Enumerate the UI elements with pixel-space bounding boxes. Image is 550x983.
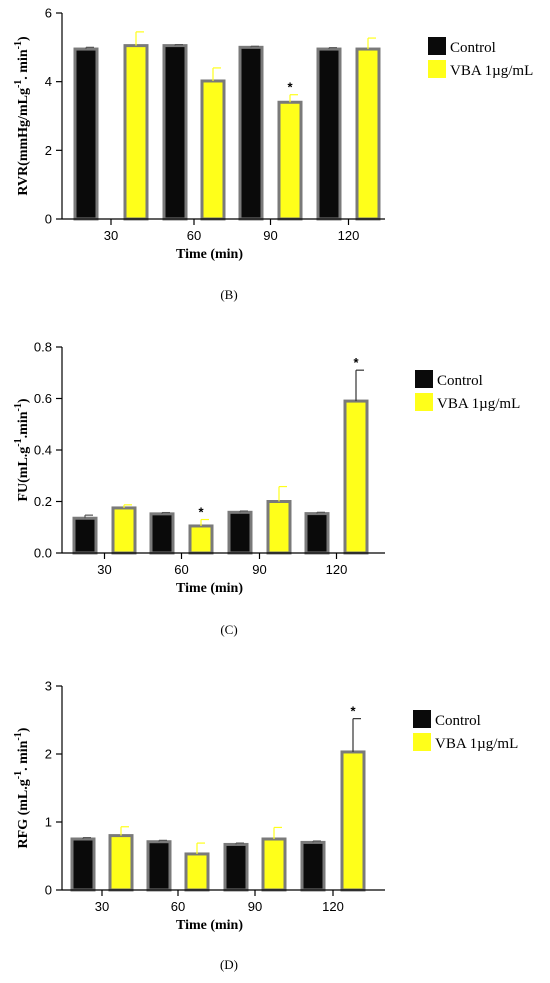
bar-vba-120 [340, 750, 366, 892]
y-axis-title-part: ) [16, 398, 31, 403]
bar-control-30 [72, 516, 98, 555]
legend-swatch-control [415, 370, 433, 388]
y-tick-label: 0.4 [34, 443, 52, 458]
y-axis-title-part: ) [16, 727, 31, 732]
y-axis-title-part: . min [16, 740, 31, 771]
x-tick-label: 30 [104, 228, 118, 243]
x-tick-label: 90 [252, 562, 266, 577]
x-tick-label: 30 [95, 899, 109, 914]
x-tick-label: 120 [326, 562, 348, 577]
significance-marker-90: * [287, 80, 293, 95]
x-tick-label: 90 [248, 899, 262, 914]
x-axis-title: Time (min) [176, 581, 243, 596]
chart-panel-2: * * 0.0 0.2 0.4 0.6 0.8 30 60 90 120 Time (min) FU(m… [13, 340, 520, 638]
y-tick-label: 6 [45, 6, 52, 21]
y-axis-title-part: -1 [13, 403, 24, 411]
bar-vba-90 [277, 100, 303, 221]
x-tick-label: 120 [322, 899, 344, 914]
bar-vba-60 [184, 852, 210, 892]
legend-swatch-vba [428, 60, 446, 78]
x-tick-label: 60 [171, 899, 185, 914]
bar-control-120 [316, 47, 342, 221]
bar-control-60 [162, 44, 188, 221]
panel-label: (C) [220, 622, 237, 637]
bar-vba-30 [108, 834, 134, 892]
bar-vba-90 [261, 837, 287, 892]
bar-vba-120 [343, 399, 369, 555]
y-tick-label: 0.2 [34, 494, 52, 509]
y-axis-title-part: RFG (mL.g [16, 779, 31, 848]
bar-control-30 [73, 47, 99, 221]
x-tick-label: 30 [97, 562, 111, 577]
y-tick-label: 2 [45, 747, 52, 762]
legend-label-vba: VBA 1µg/mL [435, 736, 518, 752]
bar-control-120 [300, 840, 326, 892]
bar-vba-60 [200, 79, 226, 221]
panel-label: (B) [220, 287, 237, 302]
bar-control-30 [70, 837, 96, 892]
bar-vba-30 [111, 506, 137, 555]
legend-label-control: Control [450, 40, 496, 56]
y-tick-label: 3 [45, 679, 52, 694]
y-axis-title-part: -1 [13, 732, 24, 740]
bar-vba-90 [266, 500, 292, 555]
y-axis-title-part: -1 [13, 80, 24, 88]
bar-vba-30 [123, 44, 149, 221]
x-tick-label: 120 [338, 228, 360, 243]
bar-control-90 [238, 45, 264, 221]
legend-swatch-control [428, 37, 446, 55]
significance-marker-60: * [198, 505, 204, 520]
y-tick-label: 0 [45, 883, 52, 898]
bar-control-60 [149, 512, 175, 555]
y-tick-label: 0 [45, 212, 52, 227]
legend-label-control: Control [435, 713, 481, 729]
x-axis-title: Time (min) [176, 918, 243, 933]
significance-marker-120: * [353, 355, 359, 370]
y-axis-title-part: .min [16, 411, 31, 438]
panel-label: (D) [220, 957, 238, 972]
x-tick-label: 90 [263, 228, 277, 243]
y-axis-title: FU(mL.g-1.min-1) [13, 398, 31, 501]
y-axis-title-part: -1 [13, 438, 24, 446]
y-axis-title-part: RVR(mmHg/mLg [16, 88, 31, 196]
x-axis-title: Time (min) [176, 247, 243, 262]
y-axis-title-part: FU(mL.g [16, 447, 31, 502]
y-axis-title: RVR(mmHg/mLg-1. min-1) [13, 36, 31, 196]
legend-label-control: Control [437, 373, 483, 389]
y-axis-title-part: . min [16, 49, 31, 80]
legend-label-vba: VBA 1µg/mL [437, 396, 520, 412]
legend-swatch-vba [415, 393, 433, 411]
legend-swatch-vba [413, 733, 431, 751]
bar-control-90 [227, 510, 253, 555]
legend-swatch-control [413, 710, 431, 728]
y-axis-title-part: -1 [13, 41, 24, 49]
significance-marker-120: * [350, 704, 356, 719]
x-tick-label: 60 [174, 562, 188, 577]
y-tick-label: 4 [45, 74, 52, 89]
bar-control-60 [146, 840, 172, 892]
y-tick-label: 0.6 [34, 391, 52, 406]
y-tick-label: 2 [45, 143, 52, 158]
y-axis-title: RFG (mL.g-1. min-1) [13, 727, 31, 848]
legend-label-vba: VBA 1µg/mL [450, 63, 533, 79]
bar-vba-60 [188, 524, 214, 555]
bar-control-90 [223, 842, 249, 892]
y-axis-title-part: -1 [13, 771, 24, 779]
y-axis-title-part: ) [16, 36, 31, 41]
y-tick-label: 0.8 [34, 340, 52, 355]
y-tick-label: 1 [45, 815, 52, 830]
bar-vba-120 [355, 47, 381, 221]
bar-control-120 [304, 512, 330, 555]
x-tick-label: 60 [187, 228, 201, 243]
y-tick-label: 0.0 [34, 546, 52, 561]
